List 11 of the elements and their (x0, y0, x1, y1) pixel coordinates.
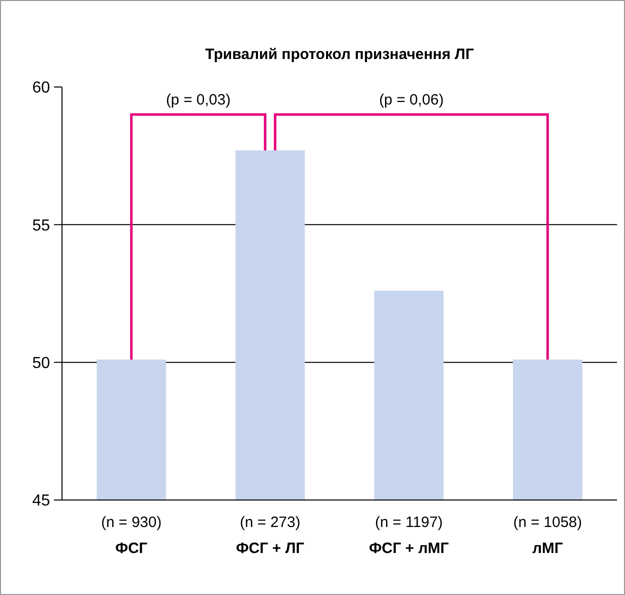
x-tick-label: (n = 1197) ФСГ + лМГ (368, 514, 450, 557)
annotation: (p = 0,06) (379, 92, 444, 109)
y-tick-label: 45 (32, 492, 50, 510)
y-tick-label: 50 (32, 354, 50, 372)
y-tick-label: 60 (32, 80, 50, 97)
x-tick-label: (n = 273) ФСГ + ЛГ (236, 514, 305, 557)
annotation: (p = 0,03) (166, 92, 231, 109)
x-tick-label: (n = 930) ФСГ (101, 514, 162, 557)
x-tick-label: (n = 1058) лМГ (513, 514, 582, 557)
chart-title: Тривалий протокол призначення ЛГ (205, 46, 474, 63)
y-tick-label: 55 (32, 217, 50, 234)
